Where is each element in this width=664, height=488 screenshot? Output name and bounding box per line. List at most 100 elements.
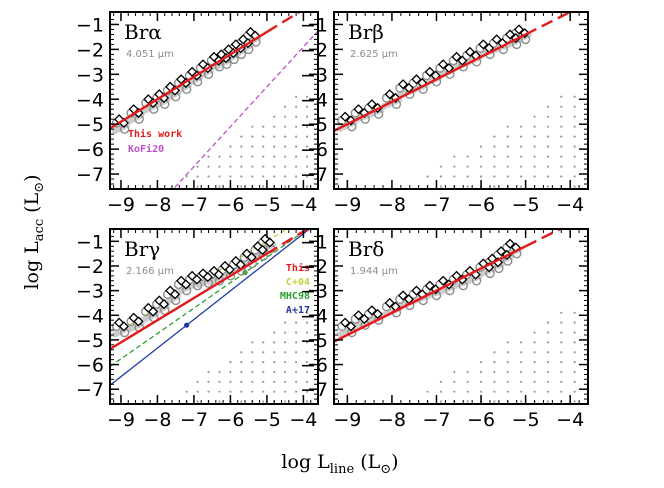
black-diamond-point [457, 55, 468, 66]
forbidden-grid-dot [560, 360, 563, 364]
forbidden-grid-dot [295, 331, 298, 334]
forbidden-grid-dot [573, 175, 576, 178]
forbidden-grid-dot [305, 185, 309, 188]
forbidden-grid-dot [284, 115, 287, 118]
panel-wavelength: 2.166 μm [126, 266, 174, 277]
forbidden-grid-dot [262, 185, 265, 188]
forbidden-grid-dot [520, 380, 523, 383]
x-tick-label: −8 [378, 194, 406, 216]
forbidden-grid-dot [207, 165, 210, 168]
forbidden-grid-dot [493, 351, 496, 354]
plot-area [110, 12, 318, 189]
this-work-fit-line [334, 245, 527, 343]
forbidden-grid-dot [520, 360, 523, 364]
forbidden-grid-dot [573, 165, 576, 168]
black-diamond-point [464, 46, 476, 58]
y-tick-label: −4 [76, 89, 104, 111]
forbidden-grid-dot [546, 390, 549, 393]
forbidden-grid-dot [493, 370, 496, 374]
forbidden-grid-dot [295, 370, 298, 374]
forbidden-grid-dot [273, 135, 276, 138]
x-tick-label: −4 [289, 409, 317, 431]
legend-c04: C+04 [286, 277, 310, 288]
y-tick-label: −4 [76, 305, 104, 327]
forbidden-grid-dot [295, 105, 298, 108]
forbidden-grid-dot [533, 390, 536, 393]
black-diamond-point [169, 289, 181, 300]
forbidden-grid-dot [453, 370, 456, 374]
forbidden-grid-dot [284, 185, 287, 188]
y-tick-label: −5 [300, 330, 328, 352]
black-diamond-point [147, 306, 159, 317]
forbidden-grid-dot [493, 390, 496, 393]
black-diamond-point [411, 74, 422, 85]
y-tick-label: −6 [300, 355, 328, 377]
forbidden-grid-dot [229, 175, 232, 178]
forbidden-grid-dot [506, 380, 509, 383]
y-tick-label: −2 [76, 39, 104, 61]
forbidden-grid-dot [305, 175, 309, 178]
forbidden-grid-dot [493, 145, 496, 148]
forbidden-grid-dot [546, 341, 549, 344]
black-diamond-point [366, 99, 377, 110]
forbidden-grid-dot [295, 125, 298, 128]
forbidden-grid-dot [439, 380, 443, 383]
panel-title: Brδ [348, 237, 384, 261]
forbidden-grid-dot [273, 155, 276, 158]
forbidden-grid-dot [506, 165, 509, 168]
forbidden-grid-dot [533, 341, 536, 344]
this-work-fit-line [110, 30, 268, 130]
forbidden-grid-dot [520, 165, 523, 168]
forbidden-grid-dot [546, 165, 549, 168]
black-diamond-point [384, 297, 395, 309]
forbidden-grid-dot [262, 341, 265, 344]
forbidden-grid-dot [284, 341, 287, 344]
forbidden-grid-dot [273, 331, 276, 334]
forbidden-grid-dot [506, 341, 509, 344]
black-diamond-point [372, 308, 383, 320]
forbidden-grid-dot [466, 175, 469, 178]
black-diamond-point [424, 280, 435, 291]
black-diamond-point [180, 279, 192, 290]
y-tick-label: −1 [76, 231, 104, 253]
y-tick-label: −6 [76, 355, 104, 377]
black-diamond-point [213, 269, 224, 280]
forbidden-grid-dot [240, 145, 243, 148]
y-tick-label: −3 [300, 281, 328, 303]
forbidden-grid-dot [251, 175, 254, 178]
black-diamond-point [246, 252, 257, 263]
forbidden-grid-dot [520, 390, 523, 393]
black-diamond-point [504, 238, 516, 249]
black-diamond-point [340, 317, 351, 328]
y-tick-label: −2 [300, 256, 328, 278]
forbidden-grid-dot [493, 360, 496, 364]
forbidden-grid-dot [573, 155, 576, 158]
x-tick-label: −5 [512, 409, 540, 431]
forbidden-grid-dot [295, 145, 298, 148]
black-diamond-point [384, 89, 395, 100]
forbidden-grid-dot [273, 175, 276, 178]
black-diamond-point [359, 107, 370, 119]
forbidden-grid-dot [546, 125, 549, 128]
forbidden-grid-dot [284, 400, 287, 403]
forbidden-grid-dot [453, 155, 456, 158]
forbidden-grid-dot [439, 390, 443, 393]
forbidden-grid-dot [560, 331, 563, 334]
y-tick-label: −2 [300, 39, 328, 61]
x-tick-label: −6 [467, 194, 495, 216]
forbidden-grid-dot [506, 145, 509, 148]
forbidden-grid-dot [196, 380, 199, 383]
forbidden-grid-dot [284, 145, 287, 148]
forbidden-grid-dot [560, 145, 563, 148]
forbidden-grid-dot [546, 185, 549, 188]
x-tick-label: −9 [107, 409, 135, 431]
black-diamond-point [478, 39, 489, 50]
black-diamond-point [259, 233, 271, 244]
legend-a17: A+17 [286, 305, 310, 316]
forbidden-grid-dot [305, 370, 309, 374]
x-tick-label: −7 [422, 194, 450, 216]
forbidden-grid-dot [493, 165, 496, 168]
y-tick-label: −3 [76, 64, 104, 86]
forbidden-grid-dot [295, 321, 298, 324]
forbidden-grid-dot [305, 311, 309, 314]
